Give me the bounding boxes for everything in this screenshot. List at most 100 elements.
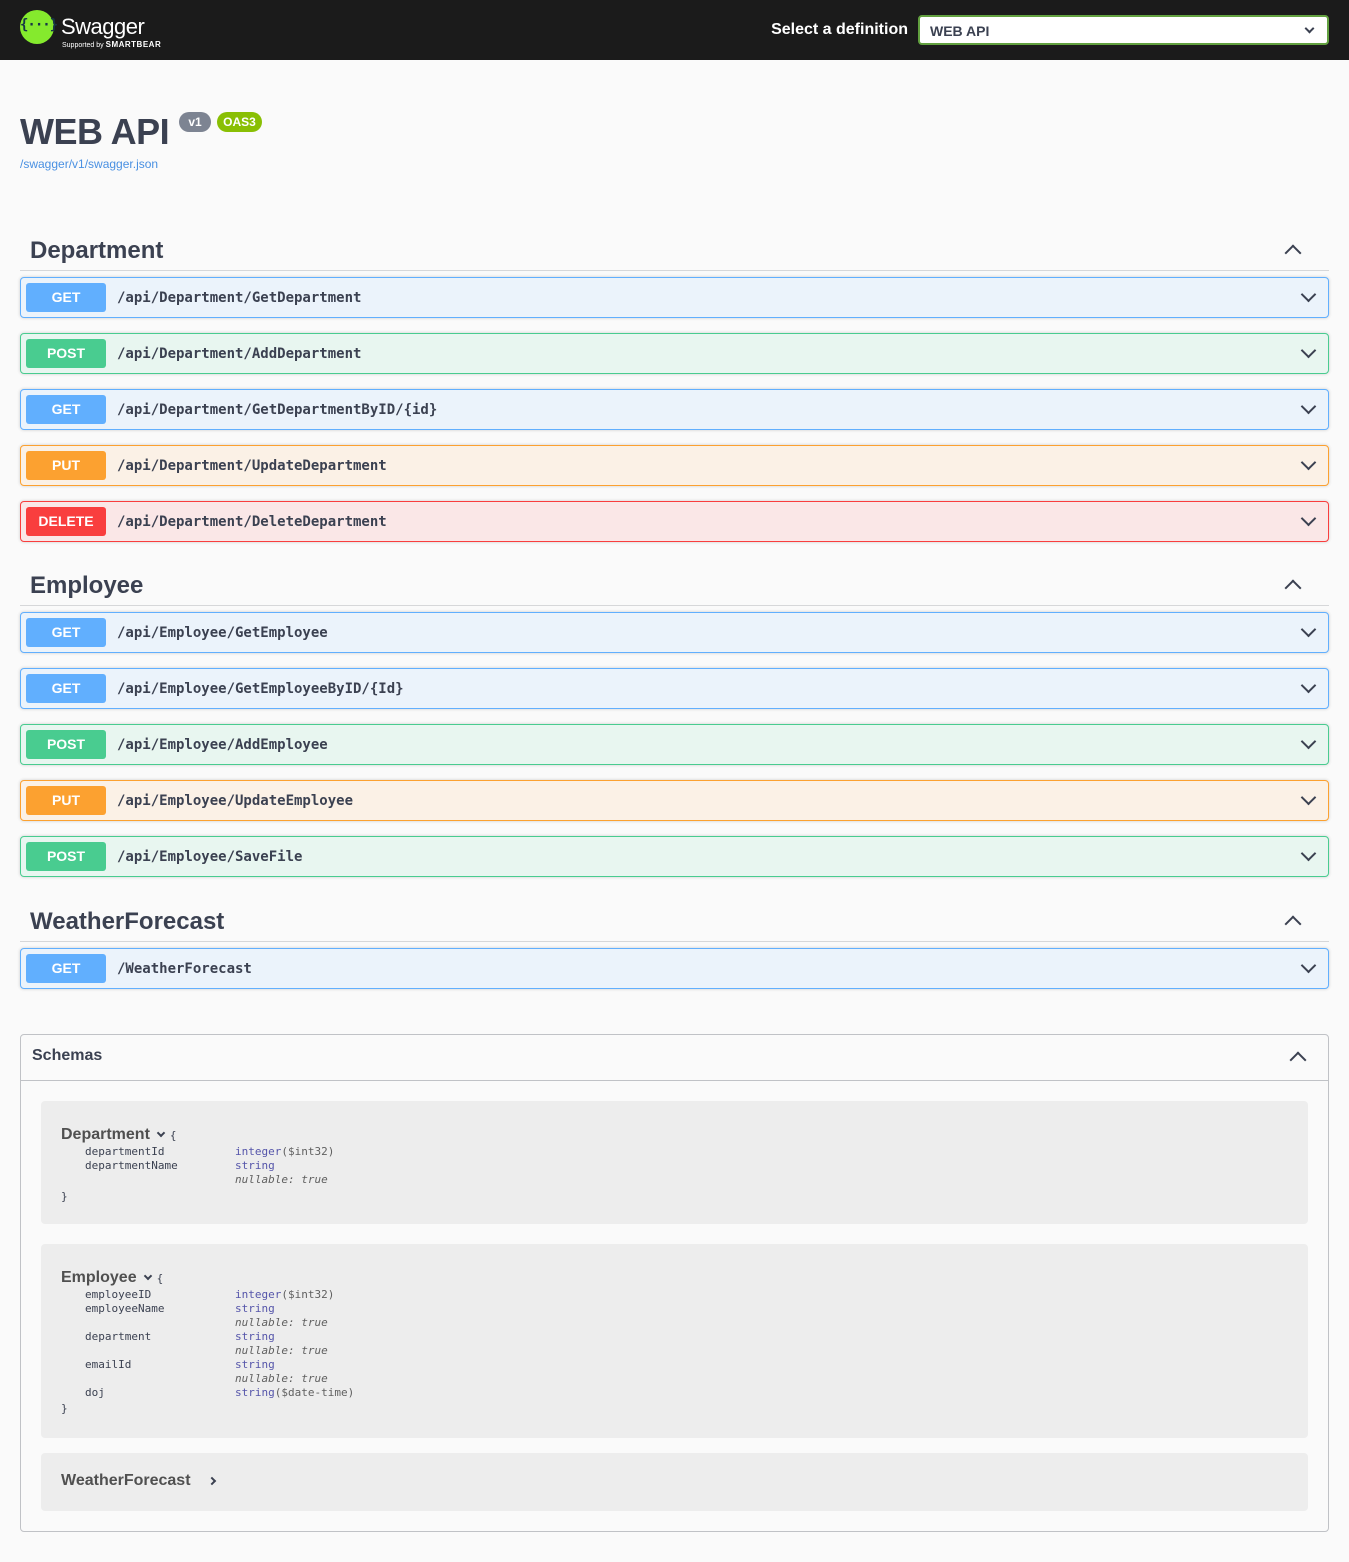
prop-type: integer($int32) — [235, 1145, 334, 1158]
prop-format: ($date-time) — [274, 1386, 355, 1399]
oas-badge: OAS3 — [217, 112, 262, 132]
version-badge: v1 — [179, 112, 211, 132]
tag-name: Employee — [30, 572, 144, 599]
chevron-down-icon[interactable] — [1300, 677, 1317, 694]
topbar: {···} Swagger Supported by SMARTBEAR Sel… — [0, 0, 1349, 60]
tag-weatherforecast[interactable]: WeatherForecast — [20, 894, 1329, 942]
chevron-down-icon[interactable] — [1300, 342, 1317, 359]
logo-subtitle: Supported by SMARTBEAR — [62, 40, 161, 49]
open-brace: { — [156, 1272, 164, 1285]
chevron-down-icon[interactable] — [1300, 621, 1317, 638]
chevron-down-icon[interactable] — [1300, 454, 1317, 471]
operation-get-department-by-id[interactable]: GET /api/Department/GetDepartmentByID/{i… — [20, 389, 1329, 430]
operation-get-weatherforecast[interactable]: GET /WeatherForecast — [20, 948, 1329, 989]
tag-name: WeatherForecast — [30, 908, 225, 935]
operation-path: /api/Department/GetDepartment — [117, 290, 362, 306]
tag-employee[interactable]: Employee — [20, 558, 1329, 606]
prop-type: string($date-time) — [235, 1386, 354, 1399]
chevron-down-icon[interactable] — [143, 1271, 152, 1281]
method-badge: POST — [26, 339, 106, 368]
method-badge: DELETE — [26, 507, 106, 536]
method-badge: GET — [26, 283, 106, 312]
prop-type-name: string — [235, 1386, 275, 1399]
chevron-down-icon — [1304, 23, 1315, 34]
chevron-up-icon[interactable] — [1284, 244, 1302, 262]
method-badge: PUT — [26, 786, 106, 815]
operation-get-employee-by-id[interactable]: GET /api/Employee/GetEmployeeByID/{Id} — [20, 668, 1329, 709]
chevron-down-icon[interactable] — [1300, 789, 1317, 806]
operation-path: /api/Employee/AddEmployee — [117, 737, 328, 753]
prop-nullable: nullable: true — [235, 1372, 328, 1385]
prop-name: doj — [85, 1386, 105, 1399]
operation-update-employee[interactable]: PUT /api/Employee/UpdateEmployee — [20, 780, 1329, 821]
operation-get-employee[interactable]: GET /api/Employee/GetEmployee — [20, 612, 1329, 653]
operation-path: /api/Department/UpdateDepartment — [117, 458, 387, 474]
method-badge: GET — [26, 618, 106, 647]
chevron-down-icon[interactable] — [1300, 510, 1317, 527]
chevron-right-icon[interactable] — [207, 1476, 216, 1486]
prop-type: string — [235, 1330, 275, 1343]
tag-department[interactable]: Department — [20, 223, 1329, 271]
model-name[interactable]: WeatherForecast — [61, 1472, 216, 1490]
close-brace: } — [61, 1190, 68, 1203]
prop-type-name: string — [235, 1159, 275, 1172]
method-badge: GET — [26, 674, 106, 703]
prop-type: string — [235, 1302, 275, 1315]
prop-type-name: integer — [235, 1288, 282, 1301]
model-name[interactable]: Employee { — [61, 1269, 163, 1287]
chevron-down-icon[interactable] — [1300, 957, 1317, 974]
prop-name: department — [85, 1330, 152, 1343]
prop-nullable: nullable: true — [235, 1173, 328, 1186]
swagger-logo-icon: {···} — [20, 10, 58, 44]
operation-get-department[interactable]: GET /api/Department/GetDepartment — [20, 277, 1329, 318]
swagger-logo[interactable]: {···} Swagger Supported by SMARTBEAR — [20, 10, 180, 52]
operation-add-department[interactable]: POST /api/Department/AddDepartment — [20, 333, 1329, 374]
operation-delete-department[interactable]: DELETE /api/Department/DeleteDepartment — [20, 501, 1329, 542]
prop-name: emailId — [85, 1358, 132, 1371]
schemas-section: Schemas Department { departmentId integer… — [20, 1034, 1329, 1532]
prop-name: departmentName — [85, 1159, 178, 1172]
prop-format: ($int32) — [281, 1288, 335, 1301]
chevron-up-icon[interactable] — [1284, 579, 1302, 597]
operation-path: /api/Department/AddDepartment — [117, 346, 362, 362]
method-badge: PUT — [26, 451, 106, 480]
chevron-down-icon[interactable] — [1300, 733, 1317, 750]
schema-model-department: Department { departmentId integer($int32)… — [41, 1101, 1308, 1224]
chevron-down-icon[interactable] — [1300, 845, 1317, 862]
prop-type-name: string — [235, 1302, 275, 1315]
schema-model-employee: Employee { employeeID integer($int32) emp… — [41, 1244, 1308, 1438]
prop-type-name: integer — [235, 1145, 282, 1158]
method-badge: GET — [26, 395, 106, 424]
prop-name: employeeID — [85, 1288, 152, 1301]
operation-path: /api/Department/GetDepartmentByID/{id} — [117, 402, 438, 418]
schemas-header[interactable]: Schemas — [21, 1035, 1328, 1081]
chevron-down-icon[interactable] — [1300, 286, 1317, 303]
model-name[interactable]: Department { — [61, 1126, 177, 1144]
operation-path: /api/Department/DeleteDepartment — [117, 514, 387, 530]
prop-format: ($int32) — [281, 1145, 335, 1158]
prop-name: departmentId — [85, 1145, 165, 1158]
operation-path: /api/Employee/GetEmployeeByID/{Id} — [117, 681, 404, 697]
prop-name: employeeName — [85, 1302, 165, 1315]
prop-nullable: nullable: true — [235, 1316, 328, 1329]
tag-name: Department — [30, 237, 164, 264]
chevron-up-icon[interactable] — [1289, 1051, 1307, 1069]
model-title: Employee — [61, 1269, 137, 1286]
method-badge: POST — [26, 842, 106, 871]
chevron-down-icon[interactable] — [1300, 398, 1317, 415]
model-title: Department — [61, 1126, 150, 1143]
chevron-up-icon[interactable] — [1284, 915, 1302, 933]
schema-model-weatherforecast[interactable]: WeatherForecast — [41, 1453, 1308, 1511]
spec-url-link[interactable]: /swagger/v1/swagger.json — [20, 157, 159, 171]
open-brace: { — [169, 1129, 177, 1142]
operation-path: /api/Employee/SaveFile — [117, 849, 303, 865]
operation-save-file[interactable]: POST /api/Employee/SaveFile — [20, 836, 1329, 877]
method-badge: POST — [26, 730, 106, 759]
schemas-title: Schemas — [32, 1047, 103, 1064]
prop-type-name: string — [235, 1358, 275, 1371]
operation-path: /api/Employee/GetEmployee — [117, 625, 328, 641]
definition-select[interactable]: WEB API — [918, 15, 1329, 45]
chevron-down-icon[interactable] — [156, 1128, 166, 1138]
operation-update-department[interactable]: PUT /api/Department/UpdateDepartment — [20, 445, 1329, 486]
operation-add-employee[interactable]: POST /api/Employee/AddEmployee — [20, 724, 1329, 765]
